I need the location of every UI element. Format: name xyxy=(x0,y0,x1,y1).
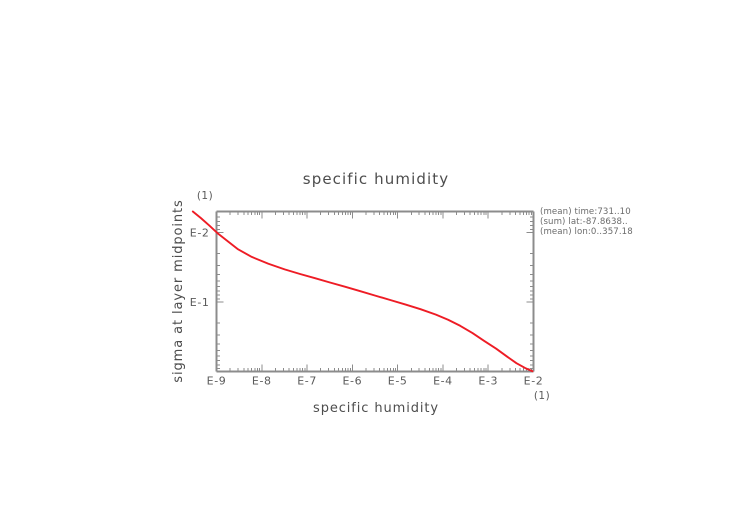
y-axis-tick-labels: E-2 E-1 xyxy=(190,226,210,309)
plot-frame xyxy=(215,210,535,373)
annotation-line-lat: (sum) lat:-87.8638.. xyxy=(540,217,628,227)
annotation-block: (mean) time:731..10 (sum) lat:-87.8638..… xyxy=(540,207,633,237)
x-tick-label: E-2 xyxy=(524,375,544,388)
x-tick-label: E-3 xyxy=(478,375,498,388)
annotation-line-time: (mean) time:731..10 xyxy=(540,207,631,217)
y-tick-label: E-1 xyxy=(190,296,210,309)
y-axis-unit-label: (1) xyxy=(197,190,213,202)
x-tick-label: E-4 xyxy=(433,375,453,388)
data-series-group xyxy=(191,210,534,373)
x-tick-label: E-9 xyxy=(207,375,227,388)
x-axis-tick-labels: E-9 E-8 E-7 E-6 E-5 E-4 E-3 E-2 xyxy=(207,375,544,388)
x-tick-label: E-8 xyxy=(252,375,272,388)
chart-title: specific humidity xyxy=(303,170,449,188)
x-axis-ticks xyxy=(216,211,534,372)
y-axis-ticks xyxy=(216,211,534,372)
x-tick-label: E-7 xyxy=(297,375,317,388)
y-tick-label: E-2 xyxy=(190,226,210,239)
y-axis-label: sigma at layer midpoints xyxy=(171,199,186,382)
x-tick-label: E-5 xyxy=(388,375,408,388)
x-axis-label: specific humidity xyxy=(313,401,439,416)
data-series-line xyxy=(191,210,534,373)
x-axis-unit-label: (1) xyxy=(534,390,550,402)
annotation-line-lon: (mean) lon:0..357.18 xyxy=(540,227,633,237)
x-tick-label: E-6 xyxy=(342,375,362,388)
